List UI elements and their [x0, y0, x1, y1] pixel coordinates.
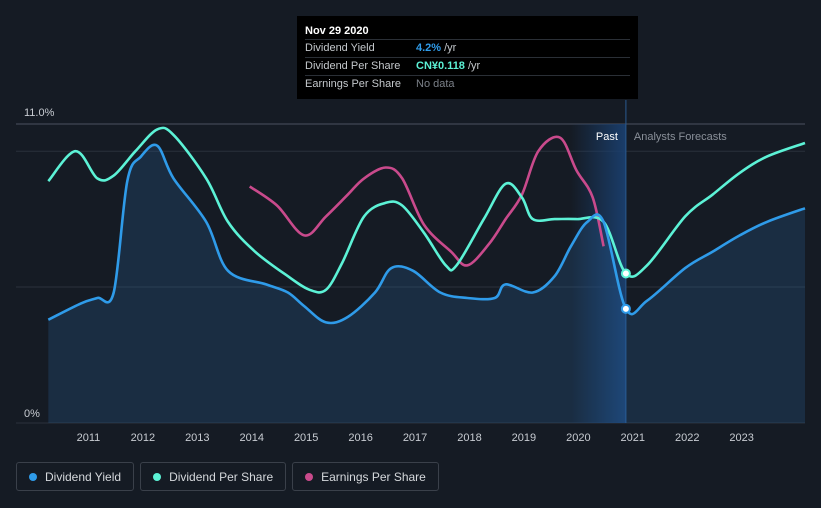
x-tick-label: 2017 [403, 432, 427, 444]
tooltip-label: Dividend Per Share [305, 60, 401, 72]
dividend-per-share-line [47, 126, 806, 294]
legend-dot-icon [305, 472, 314, 481]
legend: Dividend Yield Dividend Per Share Earnin… [16, 462, 439, 491]
x-tick-label: 2018 [457, 432, 481, 444]
tooltip-label: Dividend Yield [305, 42, 375, 54]
axes: 11.0% 0% 2011 2012 2013 2014 2015 2016 2017 2018 2… [24, 107, 754, 444]
tooltip-row-eps: Earnings Per Share No data [305, 75, 630, 93]
tooltip-value: No data [416, 78, 455, 90]
dividend-per-share-marker [620, 268, 631, 279]
x-tick-label: 2020 [566, 432, 590, 444]
tooltip-value: CN¥0.118 [416, 60, 465, 72]
legend-label: Dividend Yield [45, 469, 122, 484]
x-tick-label: 2019 [512, 432, 536, 444]
dividend-yield-marker [620, 303, 631, 314]
x-tick-label: 2013 [185, 432, 209, 444]
tooltip-label: Earnings Per Share [305, 78, 401, 90]
tooltip-value: 4.2% [416, 42, 442, 54]
legend-label: Earnings Per Share [321, 469, 426, 484]
dividend-yield-line [47, 143, 806, 325]
tooltip-markers [620, 268, 631, 314]
x-tick-label: 2016 [348, 432, 372, 444]
yield-area [48, 144, 806, 423]
earnings-per-share-line [248, 135, 605, 267]
y-tick-label: 0% [24, 408, 40, 420]
tooltip-date: Nov 29 2020 [305, 25, 369, 37]
legend-dot-icon [29, 472, 37, 481]
legend-item-earnings-per-share[interactable]: Earnings Per Share [292, 462, 439, 491]
x-tick-label: 2014 [240, 432, 264, 444]
gridlines [16, 123, 805, 424]
x-tick-label: 2022 [675, 432, 699, 444]
x-tick-label: 2023 [729, 432, 753, 444]
tooltip-row-yield: Dividend Yield 4.2% /yr [305, 39, 630, 57]
tooltip-unit: /yr [444, 42, 457, 54]
legend-label: Dividend Per Share [169, 469, 274, 484]
x-tick-label: 2015 [294, 432, 318, 444]
x-tick-label: 2011 [77, 432, 101, 444]
forecast-label: Analysts Forecasts [634, 131, 727, 143]
series-lines [47, 126, 806, 325]
tooltip-unit: /yr [467, 60, 481, 72]
y-tick-label: 11.0% [24, 107, 55, 119]
tooltip: Nov 29 2020 Dividend Yield 4.2% /yr Divi… [297, 16, 638, 99]
legend-item-dividend-yield[interactable]: Dividend Yield [16, 462, 135, 491]
past-label: Past [596, 131, 618, 143]
legend-item-dividend-per-share[interactable]: Dividend Per Share [140, 462, 287, 491]
dividend-yield-area [48, 144, 806, 423]
tooltip-row-dps: Dividend Per Share CN¥0.118 /yr [305, 57, 630, 75]
legend-dot-icon [153, 472, 162, 481]
x-tick-label: 2021 [621, 432, 645, 444]
x-tick-label: 2012 [131, 432, 155, 444]
